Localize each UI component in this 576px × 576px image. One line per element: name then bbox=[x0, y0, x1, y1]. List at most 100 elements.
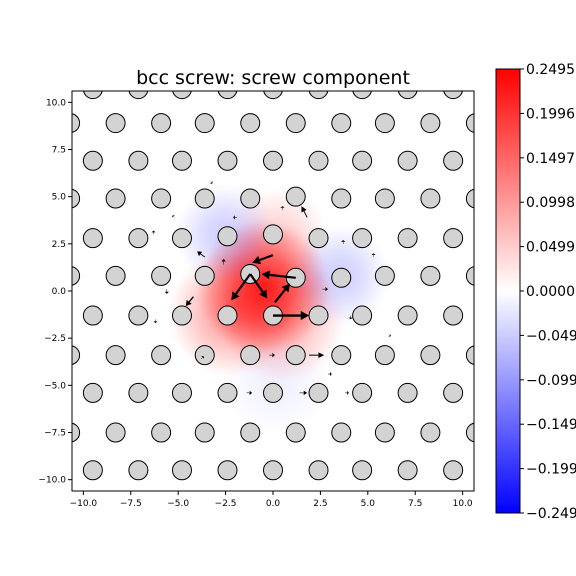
atom-marker bbox=[331, 113, 352, 134]
displacement-arrow-shaft bbox=[249, 273, 264, 293]
atom-marker bbox=[171, 460, 192, 481]
atom-marker bbox=[105, 265, 126, 286]
colorbar-ticks: 0.2495 0.1996 0.1497 0.0998 0.0499 0.0000 −0.0… bbox=[520, 62, 576, 522]
atom-marker bbox=[82, 460, 103, 481]
displacement-arrow-head bbox=[388, 334, 392, 337]
atom-marker bbox=[285, 186, 306, 207]
atom-marker bbox=[217, 460, 238, 481]
atom-marker bbox=[352, 460, 373, 481]
displacement-arrow-head bbox=[249, 390, 253, 396]
atom-marker bbox=[397, 150, 418, 171]
atom-marker bbox=[172, 91, 192, 100]
atom-marker bbox=[285, 113, 306, 134]
atom-marker bbox=[352, 382, 373, 403]
displacement-arrow-shaft bbox=[388, 334, 390, 336]
displacement-arrow-shaft bbox=[259, 254, 274, 262]
atom-marker bbox=[443, 91, 463, 100]
atom-marker bbox=[194, 345, 215, 366]
atom-marker bbox=[285, 345, 306, 366]
x-tick-label: 10.0 bbox=[453, 499, 473, 509]
displacement-arrow-head bbox=[300, 310, 310, 321]
x-axis: −10.0 −7.5 −5.0 −2.5 0.0 2.5 5.0 7.5 10.0 bbox=[70, 491, 473, 509]
atom-marker bbox=[128, 305, 149, 326]
y-tick-label: 10.0 bbox=[46, 98, 66, 108]
plot-area: −10.0 −7.5 −5.0 −2.5 0.0 2.5 5.0 7.5 10.0 10.0 7.… bbox=[38, 90, 475, 509]
atom-marker bbox=[72, 113, 81, 133]
displacement-arrow-shaft bbox=[269, 273, 296, 279]
atom-marker bbox=[397, 228, 418, 249]
atom-marker bbox=[374, 113, 395, 134]
atom-marker bbox=[308, 382, 329, 403]
atom-marker bbox=[263, 91, 283, 100]
colorbar-tick-label: 0.0998 bbox=[526, 195, 575, 211]
atom-marker bbox=[128, 150, 149, 171]
colorbar-tick-label: 0.1996 bbox=[526, 106, 575, 122]
atom-marker bbox=[72, 266, 81, 286]
atom-marker bbox=[465, 113, 474, 133]
x-tick-label: −2.5 bbox=[215, 499, 237, 509]
colorbar-tick-label: −0.1996 bbox=[526, 462, 576, 478]
y-axis: 10.0 7.5 5.0 2.5 0.0 −2.5 −5.0 −7.5 −10.0 bbox=[38, 98, 72, 486]
displacement-arrow-head bbox=[164, 291, 169, 294]
atom-marker bbox=[105, 113, 126, 134]
displacement-arrow-head bbox=[347, 390, 349, 396]
x-tick-label: 7.5 bbox=[408, 499, 422, 509]
displacement-arrow-head bbox=[301, 206, 307, 213]
y-tick-label: −5.0 bbox=[44, 381, 66, 391]
atom-marker bbox=[420, 422, 441, 443]
atom-marker bbox=[82, 228, 103, 249]
displacement-arrow-head bbox=[330, 371, 332, 377]
atom-marker bbox=[240, 188, 261, 209]
atom-marker bbox=[151, 345, 172, 366]
y-tick-label: 7.5 bbox=[52, 145, 66, 155]
atom-marker bbox=[171, 228, 192, 249]
displacement-arrow-head bbox=[185, 299, 192, 307]
atom-marker bbox=[194, 422, 215, 443]
atom-marker bbox=[397, 91, 418, 100]
y-tick-label: 5.0 bbox=[52, 193, 67, 203]
atom-marker bbox=[374, 422, 395, 443]
displacement-arrow-head bbox=[151, 230, 156, 233]
atom-marker bbox=[331, 188, 352, 209]
colorbar-tick-label: 0.0000 bbox=[526, 284, 575, 300]
atom-marker bbox=[105, 422, 126, 443]
x-tick-label: −7.5 bbox=[120, 499, 142, 509]
atom-marker bbox=[308, 150, 329, 171]
atom-marker bbox=[465, 188, 474, 209]
atom-marker bbox=[263, 460, 283, 481]
displacement-arrow-shaft bbox=[235, 273, 252, 295]
displacement-arrow-head bbox=[280, 206, 285, 208]
atom-marker bbox=[151, 422, 172, 443]
atom-marker bbox=[443, 382, 464, 403]
atom-marker bbox=[128, 460, 149, 481]
atom-marker bbox=[151, 113, 172, 134]
atom-marker bbox=[171, 305, 192, 326]
atom-marker bbox=[397, 460, 418, 481]
atom-marker bbox=[171, 382, 192, 403]
atom-marker bbox=[465, 266, 474, 286]
atom-marker bbox=[83, 91, 103, 100]
atom-marker bbox=[352, 150, 373, 171]
atom-marker bbox=[128, 382, 149, 403]
colorbar-tick-label: −0.1497 bbox=[526, 417, 576, 433]
displacement-arrow-head bbox=[231, 291, 240, 301]
atom-marker bbox=[217, 150, 238, 171]
atom-layer bbox=[72, 91, 474, 481]
atom-marker bbox=[465, 422, 474, 443]
atom-marker bbox=[105, 188, 126, 209]
x-tick-label: 5.0 bbox=[361, 499, 376, 509]
atom-marker bbox=[72, 188, 81, 209]
atom-marker bbox=[240, 422, 261, 443]
atom-marker bbox=[72, 422, 81, 443]
atom-marker bbox=[72, 345, 81, 365]
atom-marker bbox=[171, 150, 192, 171]
atom-marker bbox=[331, 345, 352, 366]
atom-marker bbox=[352, 91, 372, 100]
atom-marker bbox=[374, 345, 395, 366]
atom-marker bbox=[374, 265, 395, 286]
atom-marker bbox=[420, 113, 441, 134]
atom-marker bbox=[128, 91, 149, 100]
atom-marker bbox=[331, 267, 352, 288]
displacement-arrow-head bbox=[197, 251, 203, 257]
